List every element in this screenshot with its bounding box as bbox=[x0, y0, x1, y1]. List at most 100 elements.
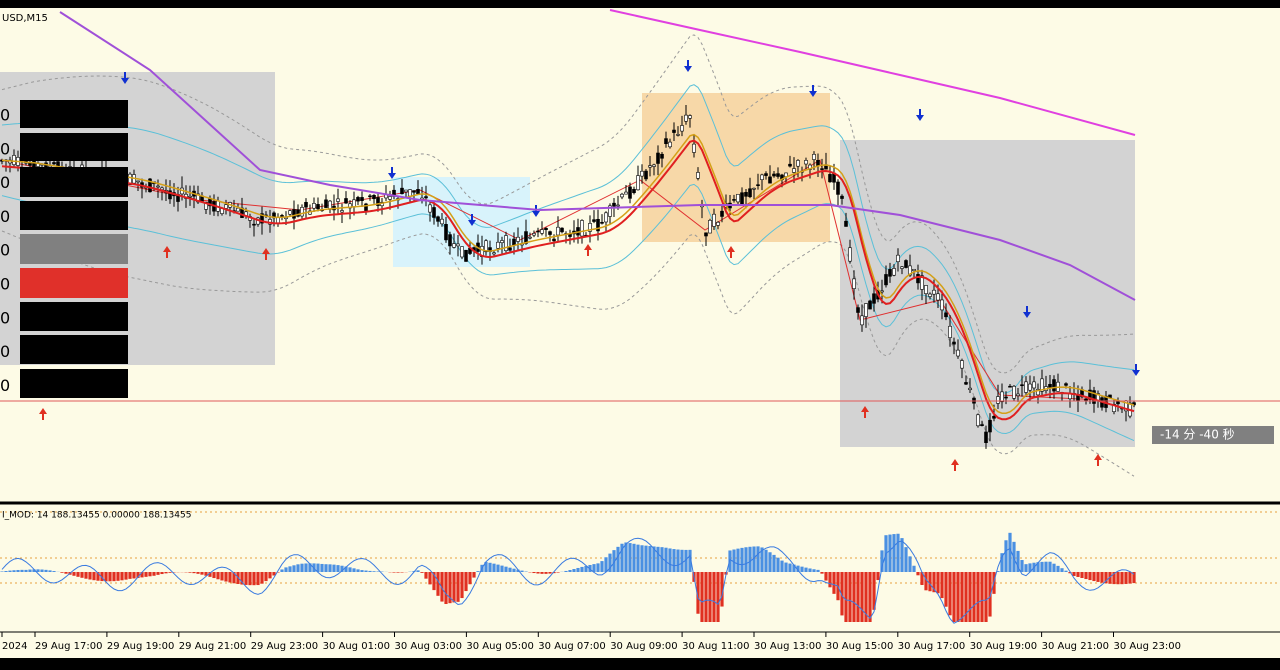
histogram-bar bbox=[276, 572, 280, 573]
histogram-bar bbox=[896, 533, 900, 572]
histogram-bar bbox=[848, 572, 852, 622]
histogram-bar bbox=[12, 570, 16, 572]
candle-body bbox=[352, 199, 356, 208]
sell-arrow bbox=[388, 167, 396, 179]
candle-body bbox=[552, 238, 556, 242]
histogram-bar bbox=[660, 547, 664, 572]
candle-body bbox=[616, 204, 620, 207]
histogram-bar bbox=[44, 569, 48, 572]
candle-body bbox=[1016, 393, 1020, 396]
side-label: 0 bbox=[0, 308, 10, 327]
histogram-bar bbox=[824, 572, 828, 581]
histogram-bar bbox=[484, 562, 488, 572]
candle-body bbox=[1036, 388, 1040, 396]
candle-body bbox=[936, 293, 940, 301]
histogram-bar bbox=[656, 546, 660, 572]
candle-body bbox=[924, 285, 928, 294]
histogram-bar bbox=[976, 572, 980, 622]
candle-body bbox=[740, 192, 744, 205]
histogram-bar bbox=[472, 572, 476, 578]
histogram-bar bbox=[520, 570, 524, 572]
candle-body bbox=[236, 207, 240, 212]
histogram-bar bbox=[260, 572, 264, 584]
histogram-bar bbox=[776, 557, 780, 572]
histogram-bar bbox=[4, 571, 8, 572]
candle-body bbox=[544, 227, 548, 231]
band-line bbox=[1, 84, 1135, 394]
histogram-bar bbox=[428, 572, 432, 585]
candle-body bbox=[932, 289, 936, 295]
candle-body bbox=[604, 212, 608, 223]
candle-body bbox=[640, 170, 644, 177]
time-axis: 2024 29 Aug 17:00 29 Aug 19:00 29 Aug 21:00… bbox=[1, 632, 1181, 652]
candle-body bbox=[156, 185, 160, 188]
sell-arrow bbox=[1023, 306, 1031, 318]
candle-body bbox=[848, 247, 852, 262]
histogram-bar bbox=[1056, 565, 1060, 572]
candle-body bbox=[684, 114, 688, 122]
candle-body bbox=[892, 268, 896, 276]
candle-body bbox=[812, 153, 816, 160]
candle-body bbox=[596, 218, 600, 232]
candle-body bbox=[828, 174, 832, 183]
candle-body bbox=[872, 293, 876, 304]
histogram-bar bbox=[420, 572, 424, 573]
candle-body bbox=[988, 419, 992, 433]
candle-body bbox=[752, 187, 756, 190]
panel-cell bbox=[20, 133, 128, 161]
histogram-bar bbox=[544, 572, 548, 574]
candle-body bbox=[300, 207, 304, 217]
candle-body bbox=[512, 238, 516, 246]
candle-body bbox=[864, 303, 868, 317]
histogram-bar bbox=[904, 547, 908, 572]
histogram-bar bbox=[792, 564, 796, 572]
histogram-bar bbox=[652, 546, 656, 572]
histogram-bar bbox=[364, 570, 368, 572]
histogram-bar bbox=[324, 564, 328, 572]
candle-body bbox=[844, 220, 848, 227]
histogram-bar bbox=[436, 572, 440, 596]
histogram-bar bbox=[192, 572, 196, 574]
candle-body bbox=[764, 173, 768, 176]
candle-body bbox=[460, 246, 464, 258]
slow-ma bbox=[1, 139, 1135, 421]
histogram-bar bbox=[996, 571, 1000, 572]
histogram-bar bbox=[732, 549, 736, 572]
histogram-bar bbox=[36, 569, 40, 572]
histogram-bar bbox=[188, 572, 192, 573]
histogram-bar bbox=[424, 572, 428, 579]
histogram-bar bbox=[0, 571, 4, 572]
side-label: 0 bbox=[0, 376, 10, 395]
candle-body bbox=[404, 189, 408, 193]
candle-body bbox=[656, 152, 660, 164]
histogram-bar bbox=[1016, 550, 1020, 572]
candle-body bbox=[412, 190, 416, 193]
histogram-bar bbox=[100, 572, 104, 582]
histogram-bar bbox=[972, 572, 976, 622]
status-bar bbox=[0, 658, 1280, 670]
candle-body bbox=[304, 202, 308, 208]
histogram-bar bbox=[1012, 541, 1016, 572]
candle-body bbox=[900, 266, 904, 269]
time-label: 2024 bbox=[2, 641, 27, 652]
histogram-bar bbox=[956, 572, 960, 622]
candle-body bbox=[500, 240, 504, 244]
candle-body bbox=[416, 189, 420, 195]
histogram-bar bbox=[352, 568, 356, 572]
candle-body bbox=[940, 299, 944, 311]
candle-body bbox=[956, 349, 960, 357]
time-label: 29 Aug 19:00 bbox=[107, 641, 174, 652]
sell-arrow bbox=[809, 85, 817, 97]
candle-body bbox=[484, 240, 488, 253]
histogram-bar bbox=[232, 572, 236, 584]
histogram-bar bbox=[620, 543, 624, 572]
panel-cell bbox=[20, 234, 128, 264]
histogram-bar bbox=[224, 572, 228, 582]
histogram-bar bbox=[496, 564, 500, 572]
candle-body bbox=[904, 260, 908, 268]
histogram-bar bbox=[416, 570, 420, 572]
candle-body bbox=[532, 233, 536, 236]
histogram-bar bbox=[284, 567, 288, 572]
histogram-bar bbox=[640, 545, 644, 572]
candle-body bbox=[912, 268, 916, 272]
